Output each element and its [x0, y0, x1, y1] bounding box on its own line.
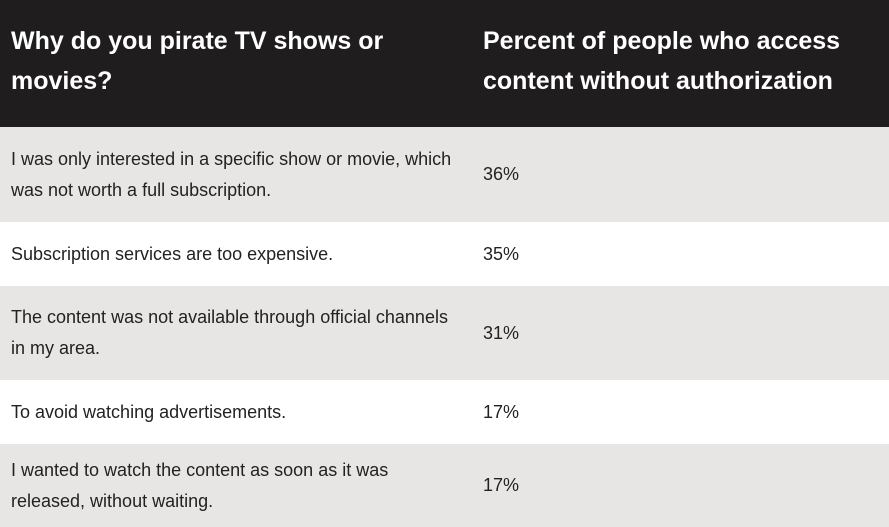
reason-cell: I was only interested in a specific show…: [0, 127, 472, 222]
table-row: Subscription services are too expensive.…: [0, 222, 889, 286]
percent-cell: 35%: [472, 222, 889, 286]
table-row: The content was not available through of…: [0, 286, 889, 380]
reason-cell: Subscription services are too expensive.: [0, 222, 472, 286]
reason-cell: I wanted to watch the content as soon as…: [0, 444, 472, 527]
table-body: I was only interested in a specific show…: [0, 127, 889, 527]
table-row: I wanted to watch the content as soon as…: [0, 444, 889, 527]
table-row: To avoid watching advertisements. 17%: [0, 380, 889, 444]
table-row: I was only interested in a specific show…: [0, 127, 889, 222]
reason-cell: The content was not available through of…: [0, 286, 472, 380]
percent-cell: 36%: [472, 127, 889, 222]
header-row: Why do you pirate TV shows or movies? Pe…: [0, 0, 889, 127]
percent-cell: 31%: [472, 286, 889, 380]
percent-cell: 17%: [472, 380, 889, 444]
reason-cell: To avoid watching advertisements.: [0, 380, 472, 444]
header-cell: Why do you pirate TV shows or movies?: [0, 0, 472, 127]
header-cell: Percent of people who access content wit…: [472, 0, 889, 127]
percent-cell: 17%: [472, 444, 889, 527]
